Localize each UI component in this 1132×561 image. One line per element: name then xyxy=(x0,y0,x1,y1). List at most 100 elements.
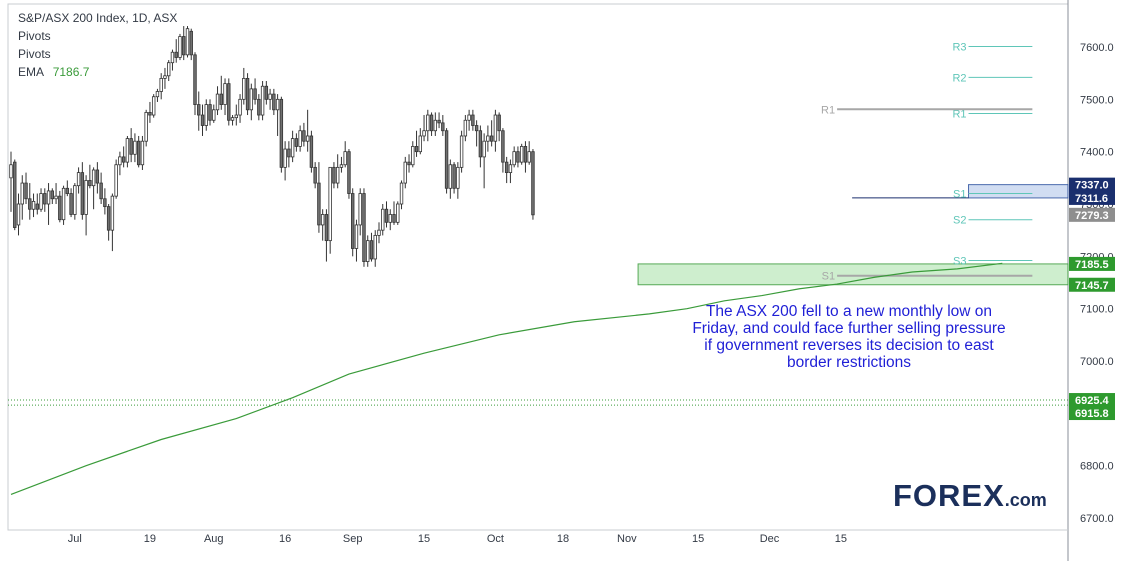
candle-body-28 xyxy=(114,164,118,197)
candle-body-59 xyxy=(230,117,235,121)
candle-body-11 xyxy=(50,190,55,200)
candle-137 xyxy=(523,141,528,173)
candle-98 xyxy=(377,222,381,244)
candle-109 xyxy=(418,128,422,155)
candle-138 xyxy=(527,141,531,165)
candle-18 xyxy=(76,167,81,194)
candle-136 xyxy=(519,143,524,165)
candle-body-116 xyxy=(444,130,449,189)
y-tick-label-3: 7000.0 xyxy=(1080,356,1114,368)
candle-99 xyxy=(381,204,385,236)
candle-7 xyxy=(35,193,39,215)
candle-body-4 xyxy=(24,182,28,200)
candle-38 xyxy=(151,94,156,118)
price-label-2: 7279.3 xyxy=(1069,207,1115,222)
candle-body-22 xyxy=(91,169,96,187)
candle-body-89 xyxy=(343,151,347,166)
candle-2 xyxy=(16,193,21,236)
candle-62 xyxy=(242,67,246,105)
x-tick-label-4: Sep xyxy=(343,533,363,545)
candle-body-23 xyxy=(95,169,100,184)
candle-23 xyxy=(95,162,100,194)
price-label-text-3: 7185.5 xyxy=(1075,259,1109,271)
candle-112 xyxy=(429,112,434,136)
candle-84 xyxy=(324,209,329,262)
candle-117 xyxy=(448,159,453,199)
candle-76 xyxy=(294,133,299,152)
candle-body-2 xyxy=(16,203,21,226)
candle-body-77 xyxy=(298,130,302,147)
candle-94 xyxy=(362,188,366,267)
candle-body-62 xyxy=(242,78,246,100)
candle-body-139 xyxy=(531,151,535,216)
price-label-text-1: 7311.6 xyxy=(1075,193,1108,205)
price-label-3: 7185.5 xyxy=(1069,256,1115,271)
candle-60 xyxy=(234,104,238,126)
candle-119 xyxy=(456,162,460,199)
candle-133 xyxy=(508,159,513,184)
candle-86 xyxy=(332,162,336,189)
candle-46 xyxy=(182,26,186,61)
candle-81 xyxy=(313,162,317,189)
candle-5 xyxy=(28,183,32,220)
candle-51 xyxy=(200,104,205,136)
candle-80 xyxy=(309,130,314,173)
price-label-box-6 xyxy=(1069,406,1115,421)
candle-body-16 xyxy=(69,193,73,215)
candle-body-44 xyxy=(174,51,178,58)
price-label-box-5 xyxy=(1069,393,1115,408)
zone-green-0 xyxy=(637,263,1069,286)
candle-body-132 xyxy=(504,161,509,173)
candle-59 xyxy=(230,115,235,126)
candle-body-128 xyxy=(489,135,494,142)
candle-body-43 xyxy=(170,51,175,64)
candle-47 xyxy=(185,26,190,58)
price-label-text-6: 6915.8 xyxy=(1075,408,1109,420)
candle-66 xyxy=(257,94,261,121)
candle-body-52 xyxy=(204,104,208,126)
candle-26 xyxy=(106,204,111,241)
price-label-box-0 xyxy=(1069,177,1115,192)
candle-129 xyxy=(493,109,498,152)
pivot-label-s1-7: S1 xyxy=(822,271,835,283)
candle-body-8 xyxy=(39,193,43,210)
candle-11 xyxy=(50,188,55,204)
candle-body-104 xyxy=(399,182,404,205)
y-tick-label-0: 6700.0 xyxy=(1080,513,1114,525)
candle-body-101 xyxy=(388,214,392,223)
candle-27 xyxy=(110,193,115,252)
candle-body-121 xyxy=(463,119,468,137)
candle-body-136 xyxy=(519,146,524,163)
candle-body-58 xyxy=(227,83,231,121)
candle-body-109 xyxy=(418,135,422,153)
candle-48 xyxy=(189,28,193,61)
candle-body-81 xyxy=(313,166,317,184)
candle-body-15 xyxy=(65,187,70,194)
candle-122 xyxy=(467,109,471,131)
candle-body-138 xyxy=(527,151,531,163)
candle-130 xyxy=(497,112,501,142)
candle-body-34 xyxy=(136,140,141,166)
x-tick-label-0: Jul xyxy=(68,533,82,545)
candle-body-7 xyxy=(35,203,39,210)
candle-88 xyxy=(339,156,344,173)
legend-ema-label: EMA xyxy=(18,65,44,79)
candle-115 xyxy=(441,115,445,136)
candle-123 xyxy=(471,109,475,131)
candle-113 xyxy=(433,112,438,136)
candle-body-96 xyxy=(369,240,374,260)
candle-body-25 xyxy=(103,198,107,208)
candle-106 xyxy=(407,154,411,173)
ema-line xyxy=(10,262,1003,496)
pivot-label-s3-6: S3 xyxy=(953,256,966,268)
candle-body-36 xyxy=(144,112,148,142)
candle-body-124 xyxy=(474,125,479,132)
candle-body-61 xyxy=(238,98,242,116)
candle-31 xyxy=(125,135,130,168)
candle-body-51 xyxy=(200,114,205,126)
candle-33 xyxy=(133,133,137,163)
candle-body-66 xyxy=(257,98,261,116)
legend-ema: EMA 7186.7 xyxy=(18,65,89,79)
